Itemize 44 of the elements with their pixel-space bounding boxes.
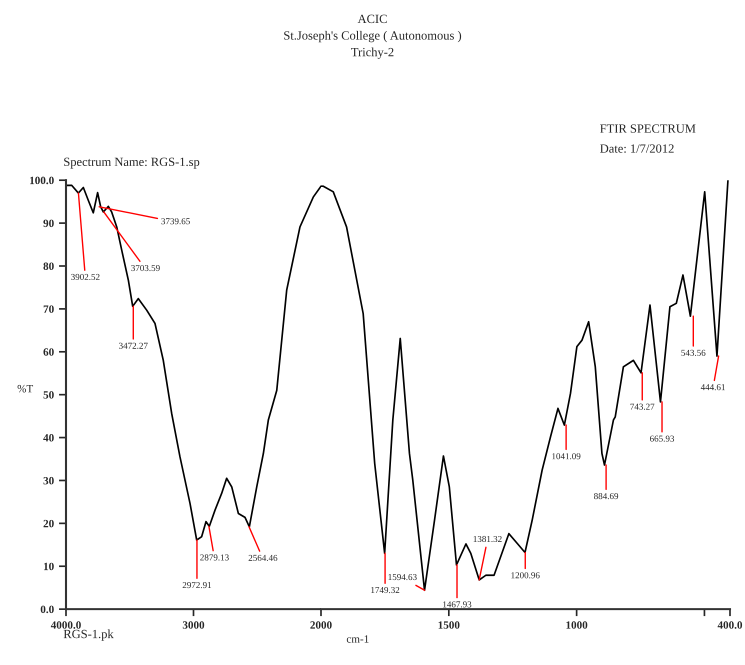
x-tick-label: 400.0: [718, 621, 742, 629]
y-tick-label: 30: [44, 476, 54, 484]
y-tick-label: 10: [44, 562, 54, 570]
text: ACIC: [358, 14, 387, 24]
x-tick-label: 3000: [182, 621, 204, 629]
annotation: 3902.52: [71, 274, 100, 280]
x-tick-label: 1500: [438, 621, 460, 629]
annotation: 2972.91: [182, 582, 212, 588]
x-tick-label: 1000: [566, 621, 588, 629]
annotation: 3739.65: [161, 218, 190, 224]
text: Date: 1/7/2012: [600, 144, 674, 153]
y-tick-label: 60: [43, 348, 54, 356]
y-tick-label: 80: [43, 262, 54, 270]
x-tick-label: 4000.0: [50, 621, 81, 629]
y-axis-title: %T: [18, 384, 34, 392]
annotation: 743.27: [630, 404, 654, 410]
annotation: 1381.32: [474, 536, 502, 542]
annotation: 444.61: [700, 384, 725, 390]
text: St.Joseph's College ( Autonomous ): [284, 30, 462, 42]
x-axis-title: cm-1: [346, 635, 369, 643]
annotation: 543.56: [681, 350, 706, 356]
annotation: 665.93: [650, 436, 674, 442]
text: RGS-1.pk: [64, 629, 114, 641]
annotation: 1041.09: [552, 453, 580, 460]
annotation: 1467.93: [443, 601, 472, 608]
y-tick-label: 100.0: [30, 176, 54, 184]
annotation: 2564.46: [248, 554, 278, 561]
annotation: 2879.13: [200, 554, 229, 561]
annotation: 884.69: [594, 493, 618, 500]
y-tick-label: 70: [44, 305, 54, 313]
annotation: 3472.27: [119, 342, 148, 349]
annotation: 1749.32: [371, 587, 400, 594]
y-tick-label: 0.0: [40, 606, 54, 614]
y-tick-label: 50: [44, 391, 54, 399]
y-tick-label: 20: [44, 520, 54, 528]
x-tick-label: 2000: [310, 621, 332, 629]
annotation: 3703.59: [131, 264, 160, 272]
annotation: 1200.96: [511, 572, 540, 578]
y-tick-label: 90: [43, 220, 54, 228]
text: Trichy-2: [351, 48, 394, 59]
text: Spectrum Name: RGS-1.sp: [64, 158, 200, 169]
annotation: 1594.63: [388, 574, 417, 580]
y-tick-label: 40: [43, 434, 54, 442]
text: FTIR SPECTRUM: [600, 124, 696, 133]
